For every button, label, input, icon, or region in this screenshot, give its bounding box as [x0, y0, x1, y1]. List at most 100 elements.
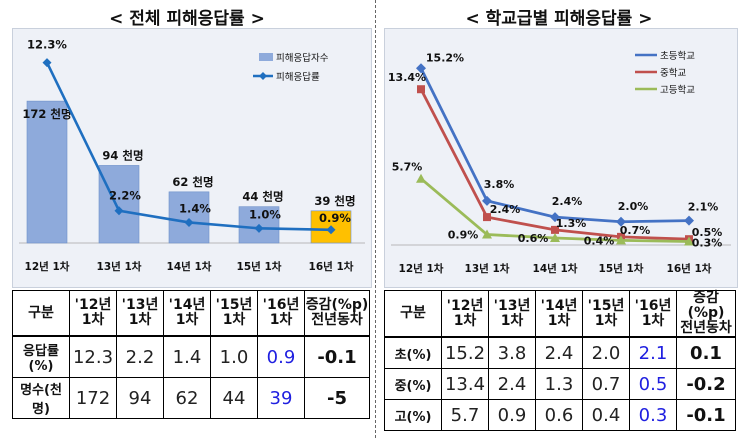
- line-value-label: 2.0%: [618, 200, 649, 213]
- line-marker: [550, 233, 560, 243]
- table-header-line: '14년: [168, 297, 206, 313]
- table-row-label: 응답률(%): [12, 335, 70, 378]
- table-header-line: 1차: [222, 312, 246, 328]
- line-marker: [416, 63, 426, 74]
- line-marker: [416, 173, 426, 183]
- table-header-cell: 증감(%p) 전년동차: [304, 290, 370, 337]
- table-cell: 0.6: [535, 399, 583, 431]
- table-cell: 15.2: [441, 336, 489, 369]
- table-cell: 2.4: [535, 336, 583, 369]
- line-marker: [114, 206, 124, 216]
- table-header-line: 구분: [400, 305, 426, 321]
- table-row-label: 중(%): [384, 368, 442, 400]
- table-cell: -0.1: [676, 399, 736, 431]
- line-value-label: 0.9%: [319, 211, 351, 225]
- table-header-cell: '12년 1차: [69, 290, 117, 337]
- table-cell: 0.3: [629, 399, 677, 431]
- table-header-cell: 구분: [384, 290, 442, 338]
- bar-respondents: [168, 191, 210, 244]
- line-marker: [550, 212, 560, 223]
- table-cell: 62: [163, 377, 211, 419]
- line-value-label: 1.0%: [249, 207, 281, 221]
- table-cell: 12.3: [69, 335, 117, 378]
- table-header-line: 1차: [500, 312, 524, 329]
- x-tick-label: 15년 1차: [237, 260, 282, 273]
- bar-value-label: 44 천명: [242, 190, 283, 204]
- table-cell: 2.4: [488, 368, 536, 400]
- school-plot-area: 15.2% 3.8% 2.4% 2.0% 2.1% 초등학교 13.4% 2.4% 1.3% 0.…: [384, 28, 738, 288]
- table-cell: 1.4: [163, 335, 211, 378]
- line-marker: [326, 225, 336, 235]
- x-tick-label: 14년 1차: [167, 260, 212, 273]
- line-marker: [482, 195, 492, 206]
- line-value-label: 0.3%: [692, 237, 723, 250]
- table-cell: 0.4: [582, 399, 630, 431]
- line-value-label: 0.5%: [692, 226, 723, 239]
- table-row-label: 초(%): [384, 336, 442, 369]
- table-header-line: 증감(%p): [687, 290, 725, 321]
- legend-swatch-bar: [259, 53, 273, 61]
- line-marker: [254, 223, 264, 233]
- bar-respondents: [98, 165, 140, 244]
- table-cell: 0.1: [676, 336, 736, 369]
- line-marker: [184, 217, 194, 227]
- table-header-cell: '15년 1차: [210, 290, 258, 337]
- x-tick-label: 13년 1차: [97, 260, 142, 273]
- bar-respondents: [26, 100, 68, 244]
- bar-value-label: 94 천명: [102, 148, 143, 162]
- legend-label: 고등학교: [660, 85, 695, 96]
- school-data-table: 구분 '12년 1차 '13년 1차 '14년 1차 '15년 1차 '16년 1차 증감(%p) 전년…: [384, 290, 736, 431]
- table-header-line: '16년: [262, 297, 300, 313]
- line-value-label: 2.4%: [490, 203, 521, 216]
- line-value-label: 12.3%: [27, 38, 67, 52]
- legend-label-bar: 피해응답자수: [276, 52, 329, 64]
- table-header-line: 전년동차: [680, 320, 732, 336]
- line-value-label: 13.4%: [388, 71, 426, 84]
- table-cell: -0.2: [676, 368, 736, 400]
- table-cell: 2.1: [629, 336, 677, 369]
- table-header-cell: '14년 1차: [163, 290, 211, 337]
- table-header-line: 1차: [641, 312, 665, 329]
- table-header-line: '12년: [446, 297, 484, 314]
- panel-divider: [375, 0, 376, 438]
- line-marker: [551, 225, 559, 234]
- overall-chart: 172 천명 94 천명 62 천명 44 천명 39 천명 12.3% 2.2% 1.4% 1…: [19, 38, 365, 273]
- table-cell: 2.0: [582, 336, 630, 369]
- x-tick-label: 14년 1차: [533, 262, 578, 275]
- table-header-line: '13년: [493, 297, 531, 314]
- table-cell: 13.4: [441, 368, 489, 400]
- table-row: 초(%) 15.2 3.8 2.4 2.0 2.1 0.1: [384, 336, 736, 369]
- line-marker: [417, 85, 425, 94]
- line-value-label: 1.4%: [179, 201, 211, 215]
- table-cell: 1.0: [210, 335, 258, 378]
- line-value-label: 0.9%: [448, 229, 479, 242]
- table-cell: 39: [257, 377, 305, 419]
- school-chart-title: < 학교급별 피해응답률 >: [465, 9, 653, 29]
- table-header-line: 1차: [594, 312, 618, 329]
- school-level-chart: 15.2% 3.8% 2.4% 2.0% 2.1% 초등학교 13.4% 2.4% 1.3% 0.…: [388, 51, 731, 275]
- table-header-line: '15년: [587, 297, 625, 314]
- x-tick-label: 15년 1차: [599, 262, 644, 275]
- line-marker: [616, 235, 626, 245]
- bar-value-label: 62 천명: [172, 175, 213, 189]
- table-header-cell: 증감(%p) 전년동차: [676, 290, 736, 338]
- table-cell: 0.5: [629, 368, 677, 400]
- table-cell: -5: [304, 377, 370, 419]
- table-header-line: 1차: [175, 312, 199, 328]
- table-header-cell: '16년 1차: [257, 290, 305, 337]
- table-header-line: 구분: [28, 304, 54, 321]
- legend-label: 중학교: [660, 68, 686, 79]
- overall-panel: < 전체 피해응답률 > 172 천명 94 천명 62 천명 44 천명 39 천명 1…: [12, 9, 372, 419]
- table-header-line: 1차: [81, 312, 105, 328]
- table-header-line: '12년: [74, 297, 112, 313]
- line-value-label: 5.7%: [392, 161, 423, 174]
- table-header-line: 1차: [547, 312, 571, 329]
- line-value-label: 2.1%: [688, 201, 719, 214]
- table-row-label: 명수(천명): [12, 377, 70, 419]
- overall-chart-title: < 전체 피해응답률 >: [109, 9, 265, 29]
- x-tick-label: 12년 1차: [399, 262, 444, 275]
- line-marker: [684, 236, 694, 246]
- table-header-line: '13년: [121, 297, 159, 313]
- table-cell: 2.2: [116, 335, 164, 378]
- table-cell: 0.9: [488, 399, 536, 431]
